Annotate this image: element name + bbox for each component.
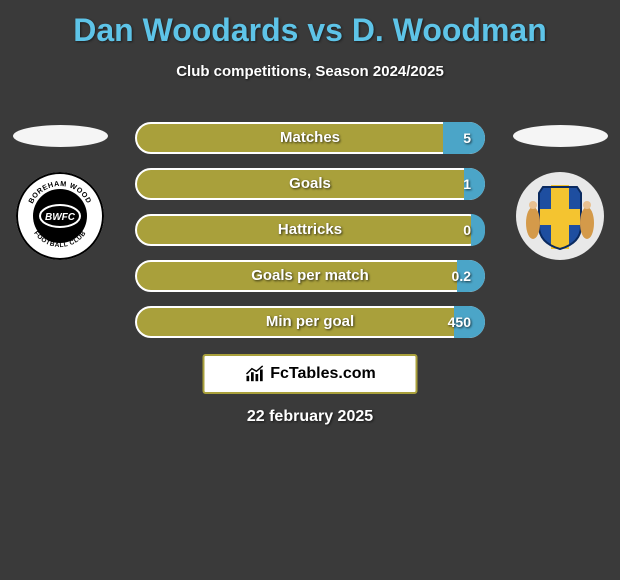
stat-bars: Matches5Goals1Hattricks0Goals per match0… — [135, 122, 485, 352]
subtitle: Club competitions, Season 2024/2025 — [0, 63, 620, 80]
bar-label: Goals — [135, 168, 485, 200]
center-text: BWFC — [45, 212, 76, 223]
bar-label: Min per goal — [135, 306, 485, 338]
stat-bar: Matches5 — [135, 122, 485, 154]
date-line: 22 february 2025 — [0, 408, 620, 426]
stat-bar: Goals1 — [135, 168, 485, 200]
player-right-badge-area — [510, 125, 610, 261]
brand-chart-icon — [244, 365, 266, 383]
page-title: Dan Woodards vs D. Woodman — [0, 0, 620, 49]
st-albans-style-crest — [515, 171, 605, 261]
player-left-badge-area: BOREHAM WOOD FOOTBALL CLUB BWFC — [10, 125, 110, 261]
ellipse-shadow-left — [13, 125, 108, 147]
comparison-infographic: Dan Woodards vs D. Woodman Club competit… — [0, 0, 620, 580]
brand-box: FcTables.com — [203, 354, 418, 394]
stat-bar: Min per goal450 — [135, 306, 485, 338]
boreham-wood-fc-logo: BOREHAM WOOD FOOTBALL CLUB BWFC — [15, 171, 105, 261]
bar-value-right: 5 — [463, 122, 471, 154]
bar-label: Hattricks — [135, 214, 485, 246]
bar-value-right: 450 — [448, 306, 471, 338]
stat-bar: Hattricks0 — [135, 214, 485, 246]
ellipse-shadow-right — [513, 125, 608, 147]
stat-bar: Goals per match0.2 — [135, 260, 485, 292]
bar-value-right: 0.2 — [452, 260, 471, 292]
bar-label: Matches — [135, 122, 485, 154]
bar-value-right: 1 — [463, 168, 471, 200]
bar-value-right: 0 — [463, 214, 471, 246]
bar-label: Goals per match — [135, 260, 485, 292]
brand-text: FcTables.com — [270, 365, 376, 383]
